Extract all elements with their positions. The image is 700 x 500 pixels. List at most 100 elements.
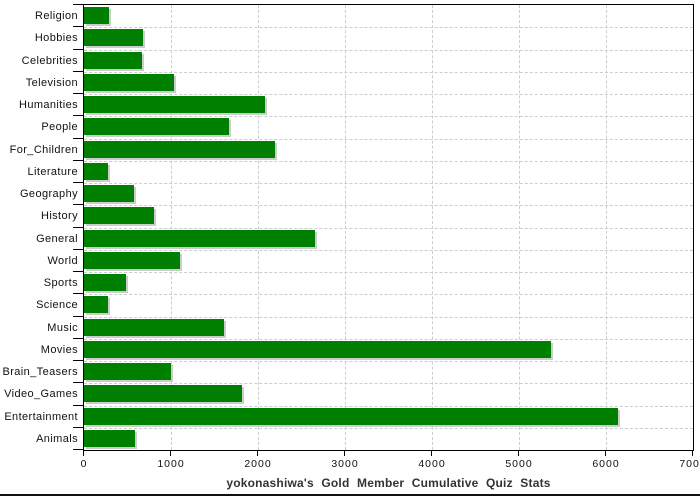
category-label: Animals [36, 432, 78, 445]
x-tick-label: 3000 [331, 458, 359, 470]
plot-area [83, 4, 694, 451]
bar [84, 29, 144, 47]
x-tick-label: 7000 [679, 458, 700, 470]
category-label: Television [25, 76, 78, 89]
y-axis-tick [73, 159, 83, 161]
category-label: Geography [19, 188, 78, 201]
category-label: Science [36, 299, 78, 312]
y-axis-tick [73, 115, 83, 117]
y-axis-tick [73, 293, 83, 295]
h-gridline [84, 183, 693, 184]
bar [84, 162, 109, 180]
category-label: Video_Games [4, 388, 78, 401]
h-gridline [84, 71, 693, 73]
bar [84, 96, 265, 113]
y-axis-tick [73, 70, 83, 72]
bar [84, 251, 180, 269]
h-gridline [84, 205, 693, 207]
h-gridline [84, 383, 693, 385]
bar [84, 140, 276, 158]
bottom-border-line [0, 494, 700, 496]
x-axis-tick [170, 451, 171, 456]
h-gridline [84, 249, 693, 251]
h-gridline [84, 116, 693, 118]
y-axis-tick [73, 226, 83, 228]
h-gridline [84, 294, 693, 296]
category-label: Movies [40, 343, 78, 356]
x-tick-label: 6000 [592, 458, 620, 470]
h-gridline [84, 227, 693, 229]
h-gridline [84, 316, 693, 318]
bar [84, 363, 171, 380]
category-label: People [41, 121, 78, 134]
x-tick-label: 2000 [244, 458, 272, 470]
category-label: Celebrities [21, 54, 78, 67]
chart-title: yokonashiwa's Gold Member Cumulative Qui… [226, 476, 551, 490]
h-gridline [84, 160, 693, 162]
y-axis-tick [73, 204, 83, 206]
bar [84, 274, 126, 291]
category-label: Music [47, 321, 78, 334]
bar [84, 229, 315, 247]
bar [84, 185, 134, 202]
bar [84, 429, 136, 447]
y-axis-tick [73, 382, 83, 384]
y-axis-tick [73, 248, 83, 250]
bar [84, 340, 552, 358]
bar [84, 207, 154, 225]
bar [84, 73, 175, 91]
bar [84, 296, 109, 314]
x-axis-tick [431, 451, 432, 456]
category-label: General [36, 232, 78, 245]
category-label: Brain_Teasers [2, 366, 78, 379]
y-axis-tick [73, 449, 83, 450]
bar [84, 51, 143, 69]
h-gridline [84, 338, 693, 340]
category-label: For_Children [9, 143, 78, 156]
y-axis-tick [73, 426, 83, 428]
y-axis-tick [73, 404, 83, 406]
category-label: Literature [27, 165, 78, 178]
category-label: World [47, 254, 78, 267]
h-gridline [84, 94, 693, 95]
h-gridline [84, 405, 693, 407]
x-axis-tick [692, 451, 693, 456]
y-axis-tick [73, 137, 83, 139]
category-label: Religion [35, 10, 78, 23]
y-axis-tick [73, 4, 83, 5]
y-axis-tick [73, 271, 83, 272]
x-axis-tick [344, 451, 345, 456]
y-axis-tick [73, 315, 83, 317]
y-axis-tick [73, 48, 83, 50]
bar [84, 407, 619, 425]
bar [84, 118, 230, 136]
x-tick-label: 1000 [157, 458, 185, 470]
category-label: Sports [43, 277, 78, 290]
h-gridline [84, 49, 693, 51]
x-tick-label: 0 [80, 458, 88, 470]
y-axis-tick [73, 360, 83, 361]
x-axis-tick [83, 451, 84, 456]
bar [84, 385, 243, 403]
y-axis-tick [73, 26, 83, 28]
x-axis-tick [257, 451, 258, 456]
category-label: Entertainment [4, 410, 78, 423]
bar [84, 7, 110, 24]
y-axis-tick [73, 182, 83, 183]
h-gridline [84, 427, 693, 429]
category-label: History [40, 210, 78, 223]
h-gridline [84, 27, 693, 29]
h-gridline [84, 361, 693, 362]
category-label: Hobbies [34, 32, 78, 45]
h-gridline [84, 138, 693, 140]
bar [84, 318, 225, 336]
h-gridline [84, 272, 693, 273]
x-axis-tick [605, 451, 606, 456]
y-axis-tick [73, 337, 83, 339]
y-axis-tick [73, 93, 83, 94]
x-tick-label: 5000 [505, 458, 533, 470]
x-axis-tick [518, 451, 519, 456]
x-tick-label: 4000 [418, 458, 446, 470]
category-label: Humanities [18, 99, 78, 112]
